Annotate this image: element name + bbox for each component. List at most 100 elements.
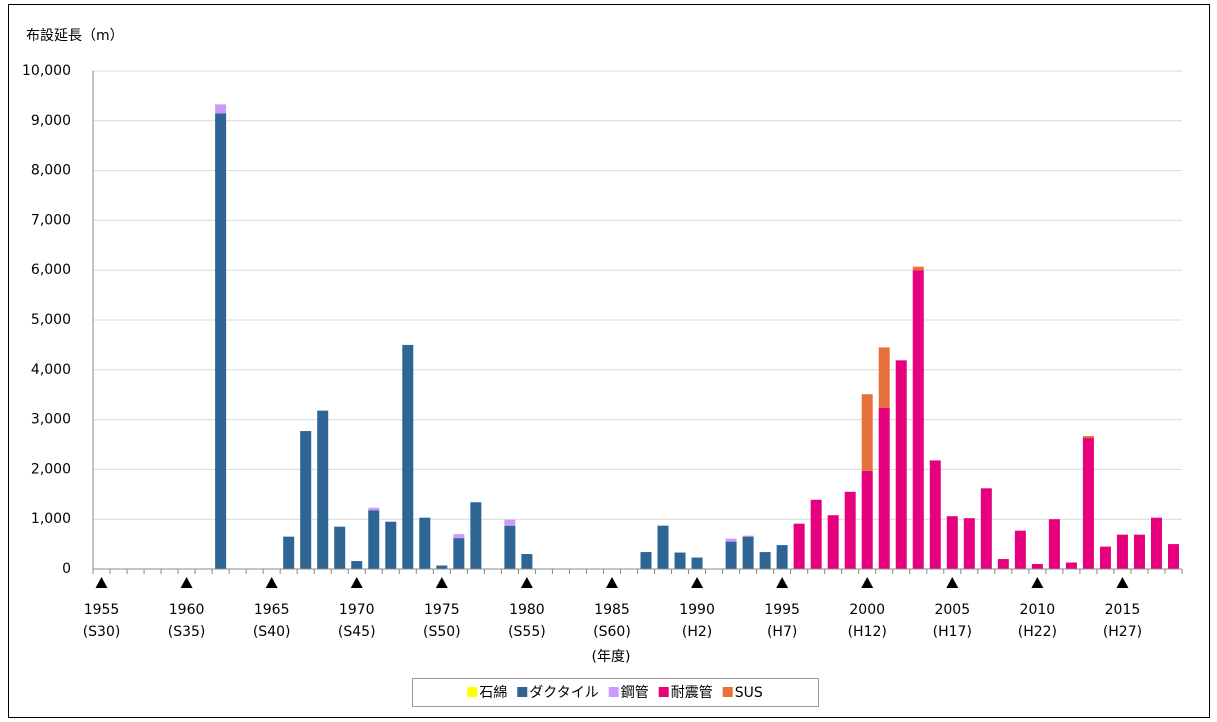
year-marker (435, 577, 448, 588)
bar-segment (215, 113, 227, 569)
bar-segment (521, 554, 533, 569)
bar-segment (997, 559, 1009, 569)
y-tick-label: 5,000 (31, 312, 71, 328)
bar-segment (861, 470, 873, 569)
year-marker (265, 577, 278, 588)
legend-swatch (722, 687, 733, 697)
bar-segment (368, 507, 380, 511)
bar-segment (300, 431, 312, 569)
x-tick-label: 1975 (S50) (423, 602, 461, 640)
x-tick-label: 1960 (S35) (168, 602, 206, 640)
bar-segment (1014, 530, 1026, 569)
bar-segment (980, 488, 992, 569)
y-tick-label: 10,000 (22, 63, 71, 79)
chart-border (8, 4, 1210, 718)
bar-segment (470, 502, 482, 569)
bar-segment (725, 541, 737, 569)
bar-segment (912, 266, 924, 271)
legend-label: 耐震管 (671, 685, 713, 701)
y-tick-label: 3,000 (31, 412, 71, 428)
year-marker (350, 577, 363, 588)
bar-segment (436, 565, 448, 569)
y-tick-label: 4,000 (31, 362, 71, 378)
y-axis-title: 布設延長（m） (26, 28, 124, 44)
bar-segment (215, 104, 227, 114)
bar-segment (759, 552, 771, 569)
year-marker (180, 577, 193, 588)
bar-segment (810, 499, 822, 569)
bar-segment (1082, 438, 1094, 569)
bar-segment (895, 360, 907, 569)
bar-segment (283, 536, 295, 569)
y-tick-label: 0 (62, 561, 71, 577)
year-marker (861, 577, 874, 588)
bar-segment (419, 517, 431, 569)
bar-segment (1116, 534, 1128, 569)
bar-segment (402, 344, 414, 569)
bar-segment (793, 523, 805, 569)
bar-segment (929, 460, 941, 569)
bar-segment (1031, 564, 1043, 569)
year-marker (95, 577, 108, 588)
legend-label: 鋼管 (621, 685, 649, 701)
bar-segment (351, 561, 363, 569)
bar-segment (776, 545, 788, 569)
x-axis-label: (年度) (592, 649, 631, 665)
legend-swatch (608, 687, 619, 697)
bar-segment (385, 521, 397, 569)
bar-segment (334, 526, 346, 569)
x-tick-label: 1990 (H2) (679, 602, 715, 640)
bar-segment (742, 535, 754, 537)
x-tick-label: 2005 (H17) (933, 602, 972, 640)
x-tick-label: 2000 (H12) (848, 602, 887, 640)
x-tick-label: 1985 (S60) (593, 602, 631, 640)
legend-swatch (517, 687, 528, 697)
x-tick-label: 1980 (S55) (508, 602, 546, 640)
year-marker (776, 577, 789, 588)
year-marker (691, 577, 704, 588)
legend-label: ダクタイル (529, 685, 598, 701)
bar-segment (453, 534, 465, 539)
year-marker (946, 577, 959, 588)
legend-swatch (658, 687, 669, 697)
y-tick-label: 6,000 (31, 262, 71, 278)
y-tick-label: 2,000 (31, 461, 71, 477)
bar-segment (691, 557, 703, 569)
bar-segment (912, 270, 924, 569)
bar-segment (878, 407, 890, 569)
bar-segment (742, 536, 754, 569)
bar-segment (946, 516, 958, 569)
bar-segment (453, 538, 465, 569)
bar-segment (827, 515, 839, 569)
legend-label: 石綿 (479, 685, 507, 701)
bar-segment (368, 510, 380, 569)
bar-segment (640, 552, 652, 569)
legend-label: SUS (735, 685, 763, 701)
bar-segment (504, 525, 516, 569)
x-tick-label: 1965 (S40) (253, 602, 291, 640)
year-marker (1031, 577, 1044, 588)
bar-segment (317, 410, 329, 569)
year-marker (520, 577, 533, 588)
bar-segment (1048, 519, 1060, 569)
x-tick-label: 1970 (S45) (338, 602, 376, 640)
bar-segment (1065, 562, 1077, 569)
y-tick-label: 1,000 (31, 511, 71, 527)
y-tick-label: 8,000 (31, 163, 71, 179)
bar-segment (1082, 436, 1094, 439)
bar-segment (725, 538, 737, 542)
x-tick-label: 1995 (H7) (764, 602, 800, 640)
year-marker (605, 577, 618, 588)
bar-segment (1133, 534, 1145, 569)
bar-segment (504, 519, 516, 526)
x-tick-label: 2010 (H22) (1018, 602, 1057, 640)
bar-segment (1150, 517, 1162, 569)
x-tick-label: 2015 (H27) (1103, 602, 1142, 640)
bar-segment (1099, 546, 1111, 569)
bar-segment (861, 394, 873, 471)
legend-swatch (467, 687, 478, 697)
bar-segment (844, 491, 856, 569)
bar-segment (674, 552, 686, 569)
y-tick-label: 9,000 (31, 113, 71, 129)
